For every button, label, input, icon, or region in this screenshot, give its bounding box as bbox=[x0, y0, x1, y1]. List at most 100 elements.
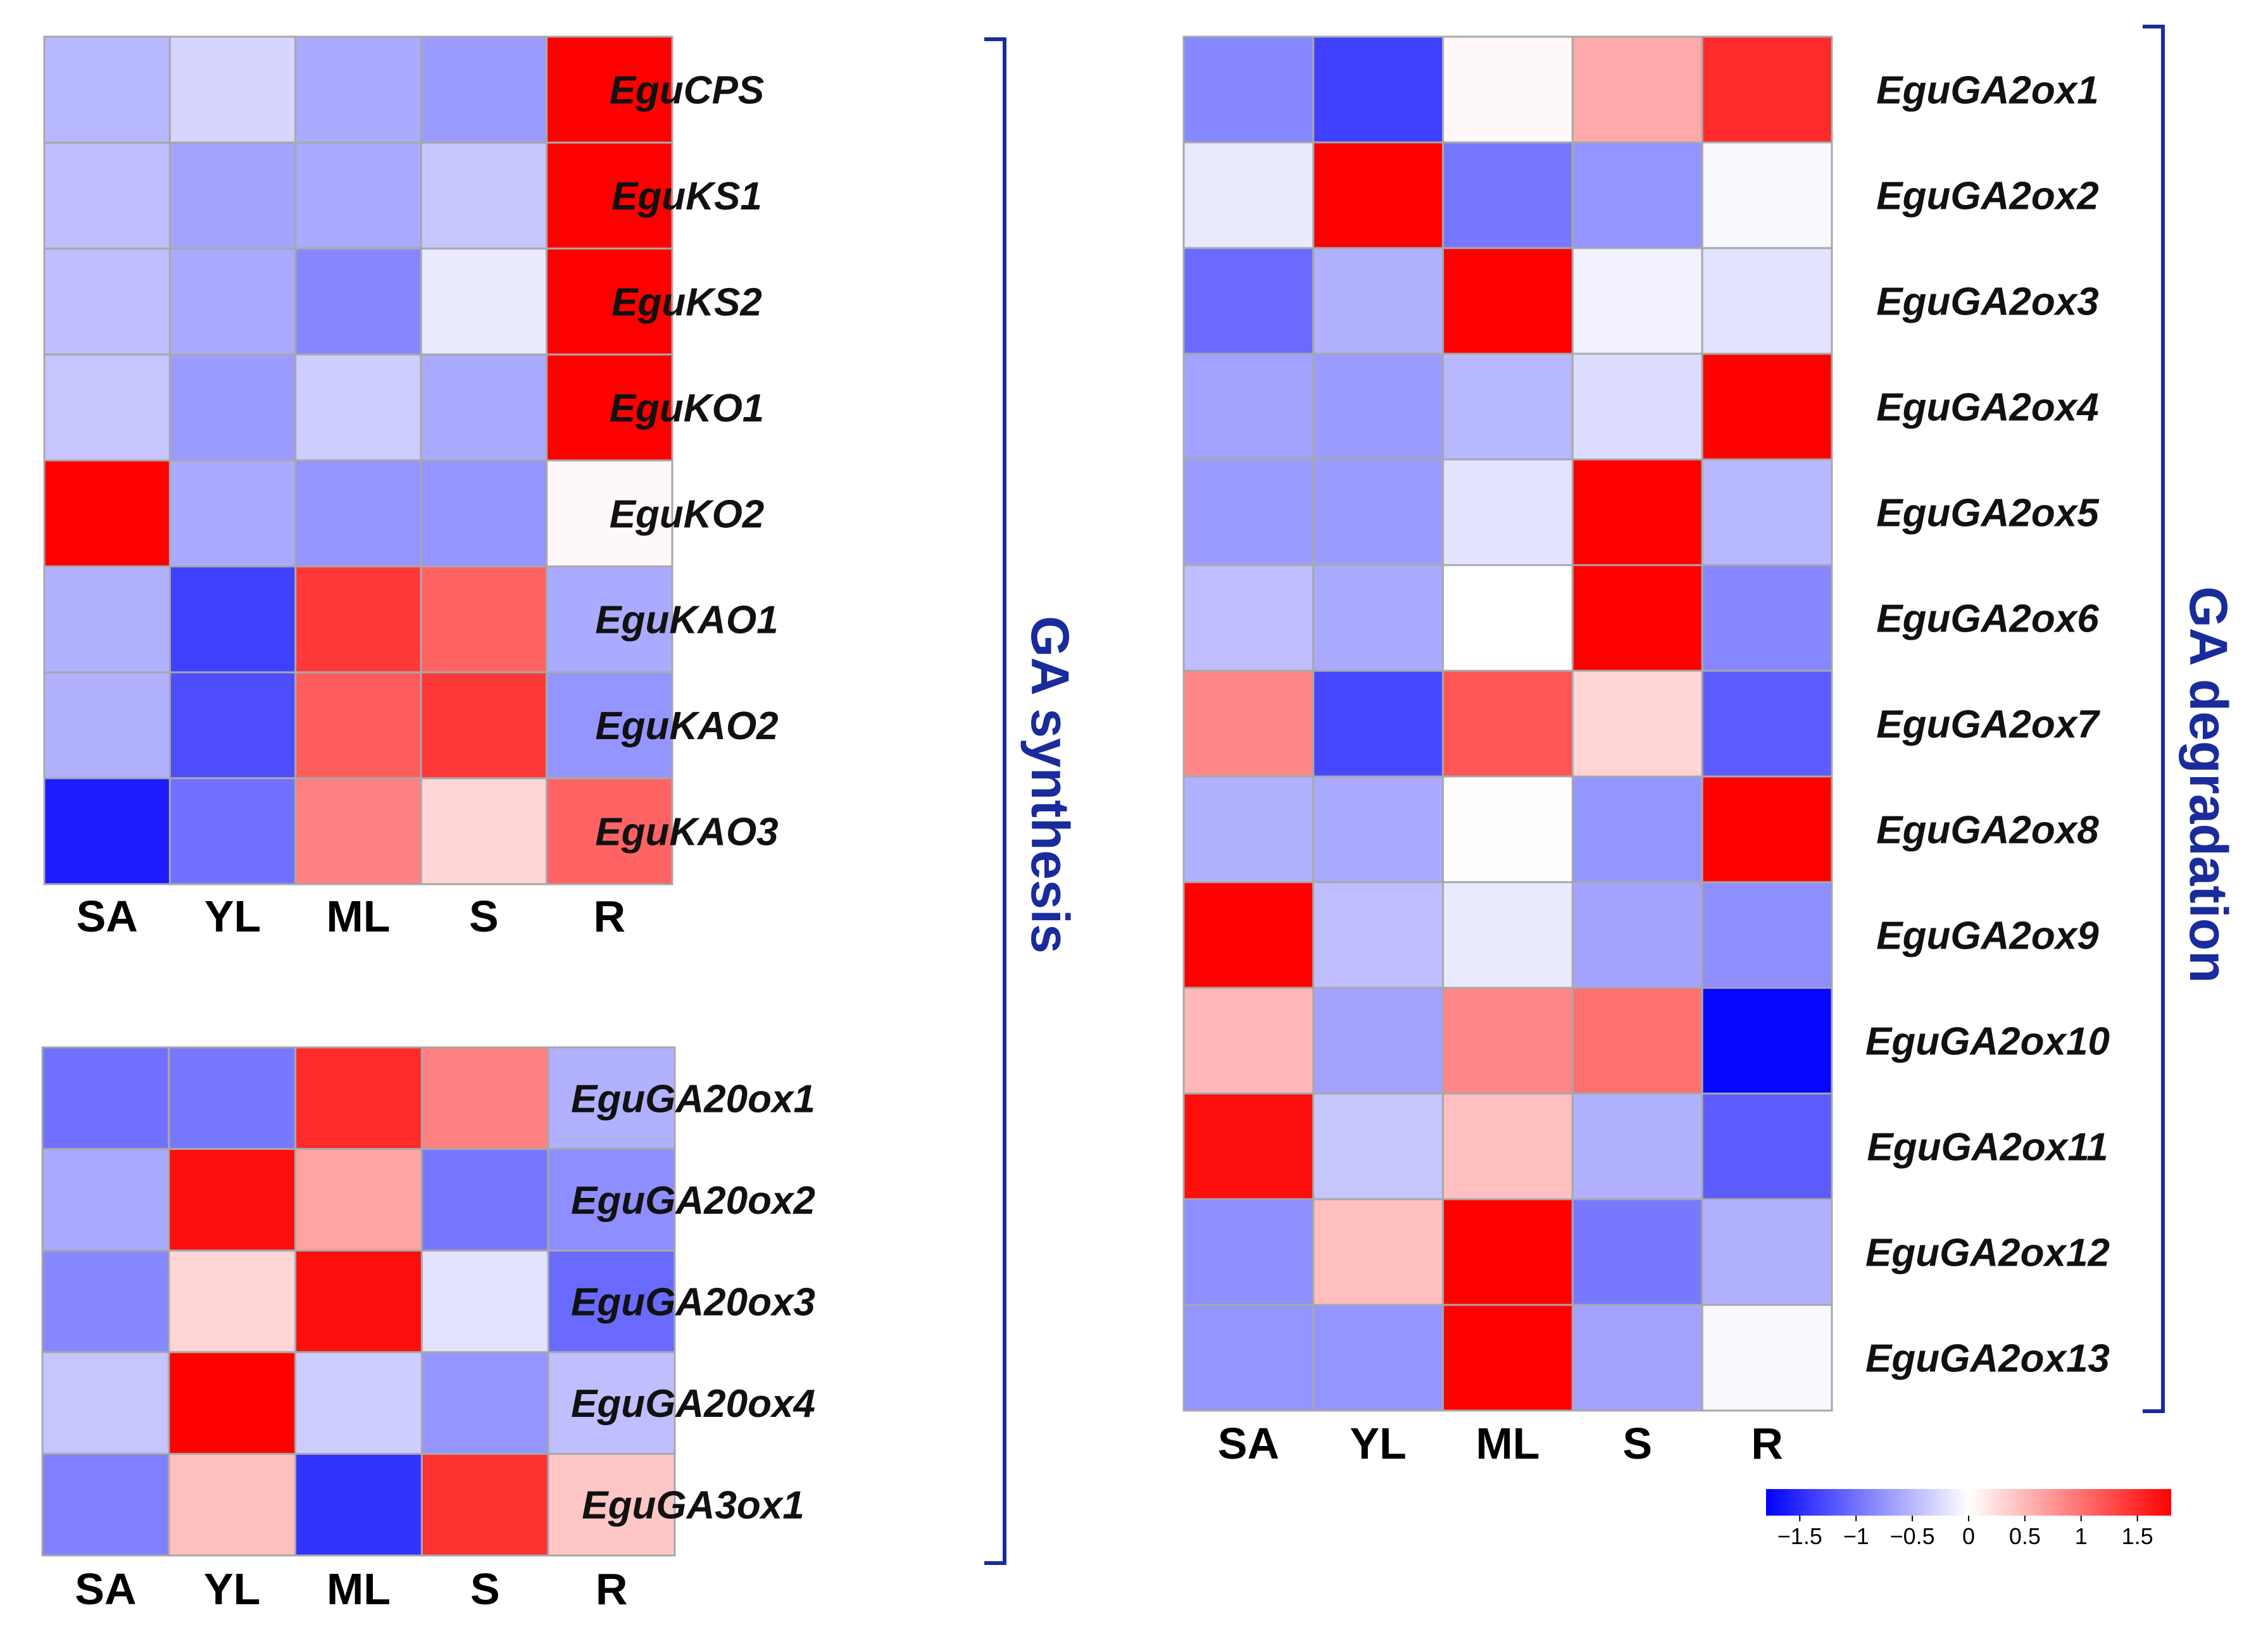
heatmap-cell bbox=[1571, 352, 1703, 461]
heatmap-cell bbox=[1701, 775, 1833, 883]
colorbar: −1.5 −1 −0.5 0 0.5 1 1.5 bbox=[1766, 1489, 2171, 1549]
heatmap-cell bbox=[420, 459, 548, 568]
heatmap-cell bbox=[168, 141, 297, 250]
tissue-label: R bbox=[1751, 1419, 1783, 1468]
heatmap-cell bbox=[168, 565, 297, 673]
heatmap-cell bbox=[546, 777, 674, 885]
heatmap-cell bbox=[1182, 1304, 1315, 1412]
heatmap-cell bbox=[294, 353, 422, 462]
tissue-label: R bbox=[596, 1564, 628, 1614]
heatmap-cell bbox=[1312, 775, 1444, 883]
heatmap-cell bbox=[1571, 458, 1703, 566]
heatmap-cell bbox=[547, 1452, 676, 1557]
heatmap-cell bbox=[420, 1148, 549, 1252]
heatmap-cell bbox=[1701, 1304, 1833, 1412]
gene-label: EguGA20ox1 bbox=[571, 1077, 815, 1121]
heatmap-cell bbox=[168, 35, 297, 144]
colorbar-tick-label: 1 bbox=[2075, 1523, 2088, 1549]
gene-label: EguGA20ox4 bbox=[571, 1382, 815, 1426]
heatmap-cell bbox=[1182, 564, 1315, 672]
heatmap-cell bbox=[1571, 1304, 1703, 1412]
heatmap-cell bbox=[546, 35, 674, 144]
colorbar-gradient bbox=[1766, 1489, 2171, 1516]
heatmap-cell bbox=[1701, 1092, 1833, 1200]
heatmap-cell bbox=[1182, 775, 1315, 883]
gene-label: EguGA2ox1 bbox=[1876, 69, 2098, 113]
heatmap-cell bbox=[1182, 35, 1315, 144]
heatmap-cell bbox=[420, 565, 548, 673]
heatmap-cell bbox=[420, 141, 548, 250]
heatmap-cell bbox=[294, 777, 422, 885]
heatmap-cell bbox=[1182, 1092, 1315, 1200]
heatmap-cell bbox=[43, 141, 171, 250]
heatmap-cell bbox=[420, 777, 548, 885]
gene-label: EguGA20ox3 bbox=[571, 1281, 815, 1325]
heatmap-cell bbox=[1312, 1198, 1444, 1306]
gene-label: EguGA2ox13 bbox=[1865, 1337, 2110, 1381]
heatmap-cell bbox=[546, 141, 674, 250]
heatmap-cell bbox=[294, 35, 422, 144]
heatmap-cell bbox=[1442, 141, 1574, 249]
heatmap-cell bbox=[1701, 35, 1833, 144]
heatmap-cell bbox=[1571, 670, 1703, 778]
heatmap-cell bbox=[1182, 987, 1315, 1095]
heatmap-cell bbox=[168, 671, 297, 780]
heatmap-cell bbox=[41, 1452, 170, 1557]
heatmap-cell bbox=[420, 35, 548, 144]
heatmap-cell bbox=[547, 1249, 676, 1354]
heatmap-cell bbox=[1571, 35, 1703, 144]
heatmap-cell bbox=[1182, 1198, 1315, 1306]
heatmap-cell bbox=[1701, 458, 1833, 566]
synthesis-label: GA synthesis bbox=[1020, 616, 1080, 954]
heatmap-cell bbox=[420, 1249, 549, 1354]
heatmap-cell bbox=[1571, 1198, 1703, 1306]
heatmap-cell bbox=[1182, 141, 1315, 249]
heatmap-cell bbox=[1182, 247, 1315, 355]
heatmap-cell bbox=[43, 459, 171, 568]
heatmap-cell bbox=[1442, 670, 1574, 778]
heatmap-cell bbox=[1442, 458, 1574, 566]
gene-label: EguGA2ox10 bbox=[1865, 1020, 2110, 1064]
heatmap-cell bbox=[1442, 247, 1574, 355]
heatmap-cell bbox=[41, 1249, 170, 1354]
gene-label: EguGA2ox12 bbox=[1865, 1231, 2110, 1275]
tissue-label: YL bbox=[204, 1564, 260, 1614]
heatmap-cell bbox=[420, 1046, 549, 1150]
gene-label: EguGA2ox2 bbox=[1876, 175, 2098, 218]
heatmap-cell bbox=[41, 1351, 170, 1455]
heatmap-cell bbox=[294, 1351, 423, 1455]
heatmap-cell bbox=[1312, 987, 1444, 1095]
heatmap-cell bbox=[41, 1046, 170, 1150]
heatmap-cell bbox=[1701, 247, 1833, 355]
heatmap-cell bbox=[294, 565, 422, 673]
heatmap-cell bbox=[1312, 352, 1444, 461]
heatmap-cell bbox=[1701, 1198, 1833, 1306]
heatmap-cell bbox=[1442, 987, 1574, 1095]
tissue-label: SA bbox=[77, 892, 138, 941]
gene-label: EguGA2ox8 bbox=[1876, 809, 2099, 852]
heatmap-cell bbox=[420, 671, 548, 780]
heatmap-cell bbox=[1442, 564, 1574, 672]
heatmap-cell bbox=[168, 353, 297, 462]
heatmap-cell bbox=[1701, 352, 1833, 461]
heatmap-cell bbox=[1571, 1092, 1703, 1200]
heatmap-cell bbox=[1571, 987, 1703, 1095]
heatmap-cell bbox=[1182, 458, 1315, 566]
gene-label: EguGA2ox6 bbox=[1876, 597, 2099, 641]
heatmap-cell bbox=[1312, 1092, 1444, 1200]
gene-label: EguKAO2 bbox=[595, 704, 778, 748]
tissue-label: SA bbox=[75, 1564, 136, 1614]
heatmap-cell bbox=[43, 777, 171, 885]
heatmap-cell bbox=[43, 671, 171, 780]
heatmap-cell bbox=[294, 141, 422, 250]
heatmap-ga-synthesis-bottom: EguGA20ox1 EguGA20ox2 EguGA20ox3 EguGA20ox4… bbox=[41, 1046, 815, 1614]
heatmap-cell bbox=[168, 459, 297, 568]
heatmap-cell bbox=[1312, 1304, 1444, 1412]
heatmap-cell bbox=[1442, 35, 1574, 144]
heatmap-cell bbox=[294, 1046, 423, 1150]
heatmap-cell bbox=[1312, 564, 1444, 672]
heatmap-cell bbox=[294, 1148, 423, 1252]
heatmap-cell bbox=[1442, 1092, 1574, 1200]
colorbar-tick-label: −1.5 bbox=[1777, 1523, 1822, 1549]
